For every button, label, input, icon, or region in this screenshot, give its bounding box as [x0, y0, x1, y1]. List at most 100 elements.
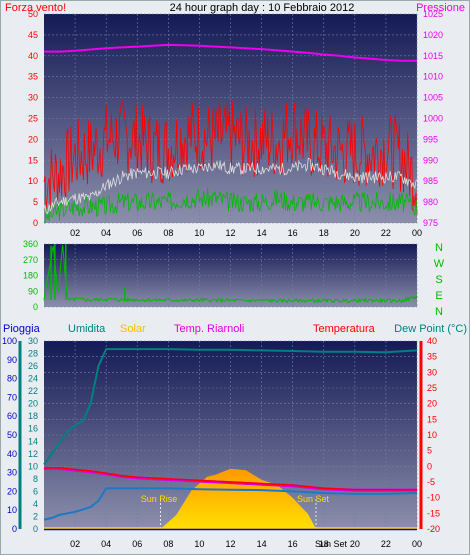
temperature-title: Temperatura — [313, 323, 376, 335]
sun-rise-label: Sun Rise — [141, 494, 178, 504]
humidity-axis-tick-label: 0 — [33, 524, 38, 534]
temperature-axis-tick-label: 25 — [427, 383, 437, 393]
humidity-axis-tick-label: 2 — [33, 511, 38, 521]
pressure-axis-tick-label: 1000 — [423, 114, 443, 124]
x-axis-tick-label: 14 — [257, 539, 267, 549]
pressure-axis-tick-label: 975 — [423, 218, 438, 228]
dewpoint-series — [43, 487, 418, 521]
x-axis-tick-label: 14 — [257, 228, 267, 238]
humidity-axis-tick-label: 22 — [28, 386, 38, 396]
humidity-axis-tick-label: 12 — [28, 449, 38, 459]
rain-axis-tick-label: 100 — [2, 336, 17, 346]
pressure-axis-tick-label: 990 — [423, 155, 438, 165]
pressure-title: Pressione — [416, 2, 465, 14]
rain-axis-tick-label: 0 — [12, 524, 17, 534]
sun-set-axis-tick: Sun Set — [315, 539, 348, 549]
wind-axis-tick-label: 35 — [28, 72, 38, 82]
direction-axis-tick-label: 180 — [23, 271, 38, 281]
rain-axis-tick-label: 80 — [7, 374, 17, 384]
wind-low-series — [43, 187, 418, 224]
humidity-axis-tick-label: 18 — [28, 411, 38, 421]
x-axis-tick-label: 06 — [132, 539, 142, 549]
x-axis-tick-label: 10 — [194, 539, 204, 549]
humidity-axis-tick-label: 4 — [33, 499, 38, 509]
temperature-axis-tick-label: 15 — [427, 414, 437, 424]
humidity-axis-tick-label: 16 — [28, 424, 38, 434]
pressure-axis-tick-label: 1020 — [423, 30, 443, 40]
riarnoli-title: Temp. Riarnoli — [174, 323, 244, 335]
rain-axis-tick-label: 30 — [7, 468, 17, 478]
wind-speed-series — [43, 99, 418, 215]
rain-axis-tick-label: 60 — [7, 411, 17, 421]
wind-axis-tick-label: 15 — [28, 155, 38, 165]
temperature-series — [44, 467, 417, 491]
humidity-series — [43, 348, 418, 466]
pressure-axis-tick-label: 1010 — [423, 72, 443, 82]
rain-title: Pioggia — [3, 323, 41, 335]
rain-axis-tick-label: 90 — [7, 355, 17, 365]
direction-axis-tick-label: 90 — [28, 286, 38, 296]
humidity-title: Umidita — [68, 323, 106, 335]
pressure-axis-tick-label: 1025 — [423, 9, 443, 19]
x-axis-tick-label: 00 — [412, 228, 422, 238]
rain-axis-tick-label: 40 — [7, 449, 17, 459]
wind-axis-tick-label: 25 — [28, 114, 38, 124]
solar-area — [160, 468, 316, 529]
direction-axis-tick-label: 360 — [23, 239, 38, 249]
graph-title: 24 hour graph day : 10 Febbraio 2012 — [170, 2, 355, 14]
x-axis-tick-label: 16 — [288, 539, 298, 549]
wind-axis-tick-label: 5 — [33, 197, 38, 207]
temperature-axis-tick-label: -20 — [427, 524, 440, 534]
x-axis-tick-label: 22 — [381, 228, 391, 238]
temperature-axis-tick-label: -5 — [427, 477, 435, 487]
temperature-axis-tick-label: 20 — [427, 399, 437, 409]
humidity-axis-tick-label: 30 — [28, 336, 38, 346]
wind-axis-tick-label: 50 — [28, 9, 38, 19]
x-axis-tick-label: 20 — [350, 539, 360, 549]
humidity-axis-tick-label: 6 — [33, 486, 38, 496]
x-axis-tick-label: 04 — [101, 228, 111, 238]
x-axis-tick-label: 22 — [381, 539, 391, 549]
temperature-axis-tick-label: 40 — [427, 336, 437, 346]
x-axis-tick-label: 10 — [194, 228, 204, 238]
sun-set-label: Sun Set — [297, 494, 330, 504]
wind-axis-tick-label: 40 — [28, 51, 38, 61]
x-axis-tick-label: 18 — [319, 228, 329, 238]
x-axis-tick-label: 02 — [70, 228, 80, 238]
rain-axis-tick-label: 10 — [7, 505, 17, 515]
pressure-axis-tick-label: 1005 — [423, 93, 443, 103]
temperature-axis-tick-label: 10 — [427, 430, 437, 440]
wind-axis-tick-label: 20 — [28, 134, 38, 144]
rain-axis-tick-label: 50 — [7, 430, 17, 440]
temperature-axis-tick-label: 5 — [427, 446, 432, 456]
pressure-axis-tick-label: 985 — [423, 176, 438, 186]
temperature-axis-tick-label: 30 — [427, 367, 437, 377]
x-axis-tick-label: 06 — [132, 228, 142, 238]
temperature-axis-tick-label: -10 — [427, 493, 440, 503]
wind-title: Forza vento! — [5, 2, 66, 14]
humidity-axis-tick-label: 14 — [28, 436, 38, 446]
humidity-axis-tick-label: 20 — [28, 399, 38, 409]
wind-direction-series — [43, 244, 418, 304]
humidity-axis-tick-label: 24 — [28, 374, 38, 384]
x-axis-tick-label: 12 — [225, 228, 235, 238]
humidity-axis-tick-label: 26 — [28, 361, 38, 371]
wind-axis-tick-label: 0 — [33, 218, 38, 228]
compass-n-top: N — [435, 242, 443, 254]
dewpoint-title: Dew Point (°C) — [394, 323, 467, 335]
x-axis-tick-label: 00 — [412, 539, 422, 549]
direction-axis-tick-label: 270 — [23, 255, 38, 265]
compass-s: S — [435, 274, 442, 286]
rain-axis-tick-label: 20 — [7, 486, 17, 496]
pressure-axis-tick-label: 995 — [423, 134, 438, 144]
rain-axis-tick-label: 70 — [7, 392, 17, 402]
wind-axis-tick-label: 45 — [28, 30, 38, 40]
x-axis-tick-label: 18 — [319, 539, 329, 549]
pressure-axis-tick-label: 1015 — [423, 51, 443, 61]
humidity-axis-tick-label: 8 — [33, 474, 38, 484]
solar-title: Solar — [120, 323, 146, 335]
wind-axis-tick-label: 30 — [28, 93, 38, 103]
x-axis-tick-label: 12 — [225, 539, 235, 549]
